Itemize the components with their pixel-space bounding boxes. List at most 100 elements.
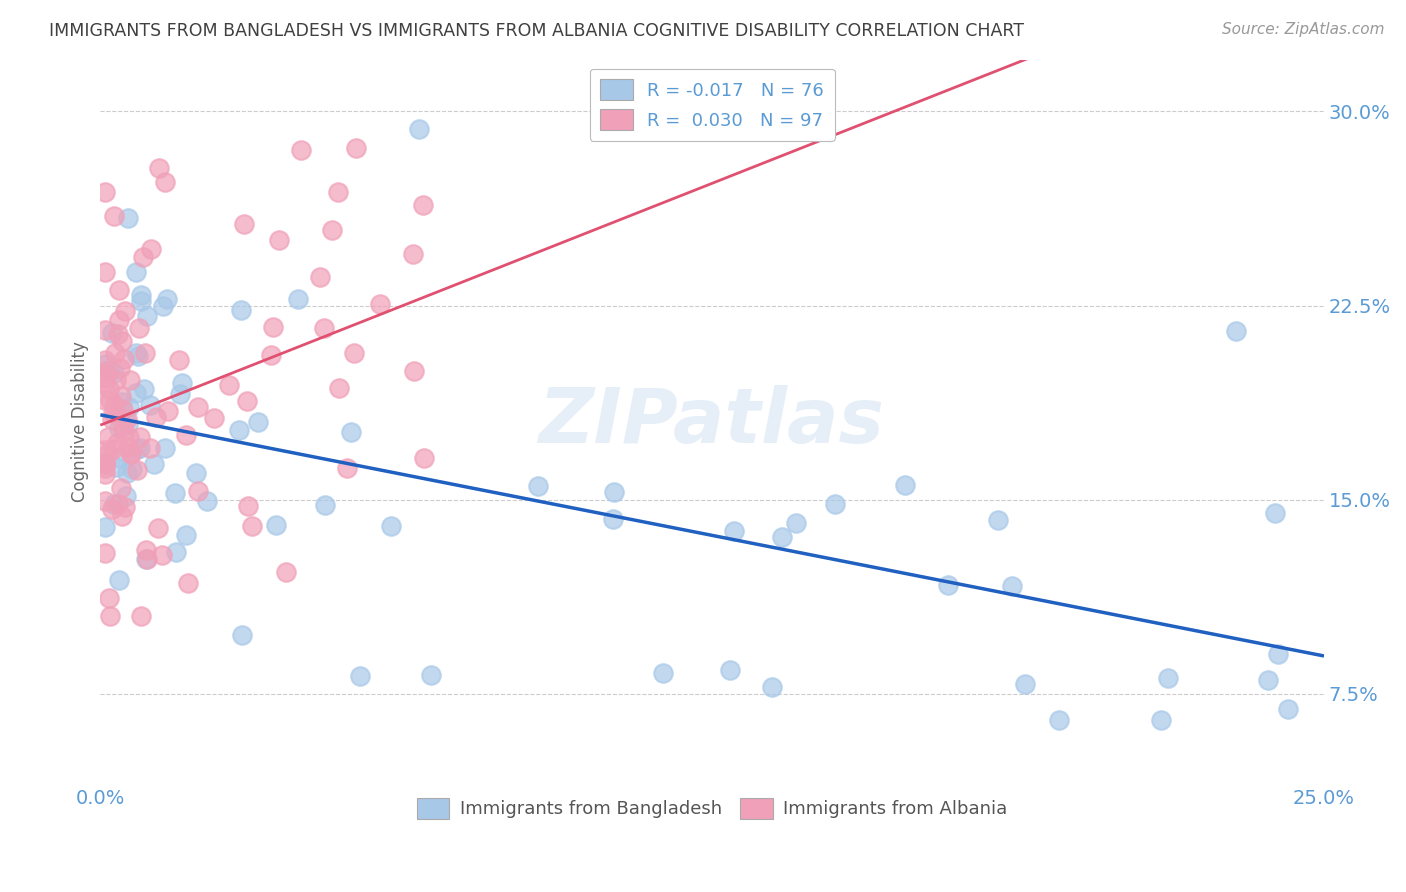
Point [114, 304, 136, 318]
Point [94, 375, 117, 389]
Point [236, 499, 259, 513]
Point [112, 425, 135, 440]
Point [344, 141, 367, 155]
Point [103, 366, 125, 380]
Point [1014, 677, 1036, 691]
Point [723, 524, 745, 538]
Point [94, 546, 117, 560]
Point [94, 393, 117, 408]
Point [1267, 647, 1289, 661]
Point [94, 353, 117, 368]
Point [107, 312, 129, 326]
Point [1277, 702, 1299, 716]
Point [104, 399, 127, 413]
Point [125, 346, 148, 360]
Point [761, 680, 783, 694]
Point [936, 578, 959, 592]
Point [94, 494, 117, 508]
Point [94, 457, 117, 471]
Point [156, 292, 179, 306]
Point [195, 493, 218, 508]
Point [129, 430, 152, 444]
Point [1150, 713, 1173, 727]
Point [1225, 325, 1247, 339]
Point [218, 377, 240, 392]
Point [103, 209, 125, 223]
Point [785, 516, 807, 531]
Point [380, 518, 402, 533]
Point [412, 450, 434, 465]
Point [145, 409, 167, 424]
Point [412, 198, 434, 212]
Point [259, 348, 281, 362]
Point [165, 545, 187, 559]
Point [602, 484, 624, 499]
Point [125, 386, 148, 401]
Point [236, 393, 259, 408]
Point [336, 461, 359, 475]
Point [115, 467, 138, 481]
Point [290, 143, 312, 157]
Point [127, 442, 149, 456]
Point [110, 450, 132, 465]
Point [155, 441, 177, 455]
Point [135, 543, 157, 558]
Point [94, 357, 117, 371]
Point [408, 122, 430, 136]
Point [112, 402, 135, 417]
Point [174, 428, 197, 442]
Point [105, 436, 128, 450]
Point [321, 223, 343, 237]
Point [117, 440, 139, 454]
Point [419, 667, 441, 681]
Point [343, 346, 366, 360]
Point [287, 292, 309, 306]
Point [103, 497, 125, 511]
Point [111, 395, 134, 409]
Point [339, 425, 361, 439]
Point [96, 364, 118, 378]
Point [169, 386, 191, 401]
Point [110, 389, 132, 403]
Point [114, 352, 136, 367]
Point [115, 489, 138, 503]
Point [129, 293, 152, 308]
Point [108, 360, 131, 375]
Point [1157, 671, 1180, 685]
Point [118, 374, 141, 388]
Point [167, 353, 190, 368]
Point [107, 497, 129, 511]
Point [129, 609, 152, 624]
Point [101, 326, 124, 341]
Point [602, 511, 624, 525]
Point [94, 371, 117, 385]
Point [233, 218, 256, 232]
Legend: Immigrants from Bangladesh, Immigrants from Albania: Immigrants from Bangladesh, Immigrants f… [409, 791, 1015, 826]
Point [120, 446, 142, 460]
Point [153, 175, 176, 189]
Point [120, 446, 142, 460]
Point [139, 399, 162, 413]
Point [94, 368, 117, 382]
Point [132, 250, 155, 264]
Point [97, 363, 120, 377]
Point [94, 443, 117, 458]
Point [894, 478, 917, 492]
Point [276, 565, 298, 579]
Point [139, 441, 162, 455]
Point [152, 299, 174, 313]
Point [107, 283, 129, 297]
Point [94, 519, 117, 533]
Point [136, 552, 159, 566]
Point [349, 669, 371, 683]
Point [240, 518, 263, 533]
Point [127, 349, 149, 363]
Point [94, 467, 117, 482]
Point [231, 628, 253, 642]
Point [94, 185, 117, 199]
Point [103, 346, 125, 360]
Point [824, 497, 846, 511]
Point [718, 663, 741, 677]
Point [111, 334, 134, 348]
Point [143, 457, 166, 471]
